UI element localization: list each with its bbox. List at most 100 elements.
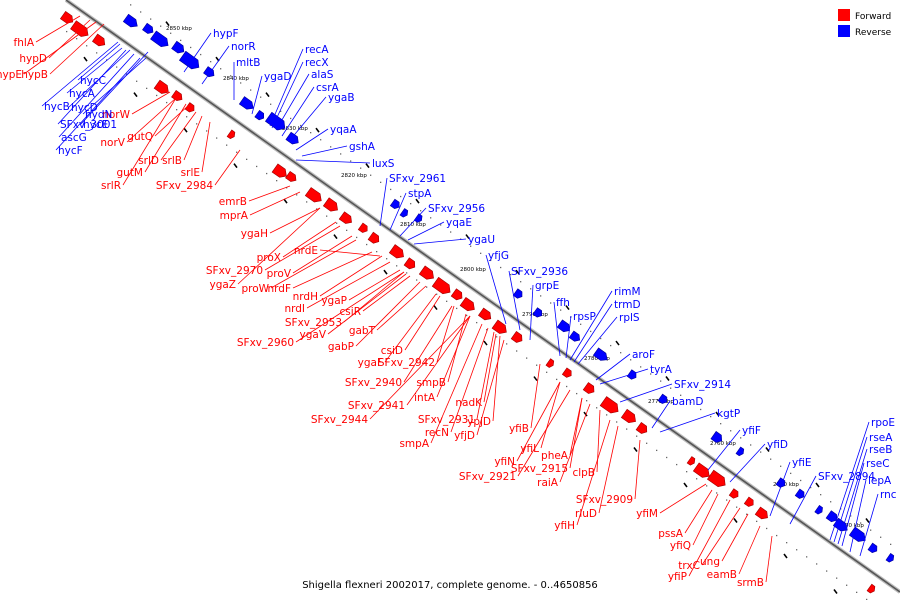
legend-reverse-label: Reverse	[855, 28, 892, 38]
tick-mark	[433, 305, 438, 311]
forward-leader	[23, 21, 97, 75]
scale-dot	[380, 181, 382, 183]
scale-dot	[700, 408, 702, 411]
scale-dot	[260, 96, 262, 98]
reverse-leader	[66, 47, 123, 94]
scale-dot	[306, 201, 308, 203]
scale-dot	[136, 80, 138, 82]
reverse-gene-label: recX	[305, 57, 329, 69]
forward-leader	[319, 255, 383, 297]
reverse-leader	[659, 412, 716, 433]
scale-dot	[320, 139, 322, 141]
forward-gene	[70, 20, 89, 37]
forward-leader	[183, 115, 203, 161]
reverse-gene-label: ascG	[61, 132, 87, 144]
forward-gene-label: gabT	[349, 325, 376, 337]
tick-label: 2740 kbp	[838, 523, 864, 529]
reverse-leader	[269, 48, 304, 127]
scale-dot	[560, 309, 562, 311]
tick-label: 2780 kbp	[584, 356, 610, 362]
forward-gene	[338, 211, 352, 224]
forward-gene-label: nadK	[455, 397, 483, 409]
forward-leader	[403, 305, 453, 383]
scale-dot	[106, 59, 108, 61]
reverse-leader	[271, 61, 304, 129]
tick-label: 2840 kbp	[223, 76, 249, 82]
legend: Forward Reverse	[838, 9, 892, 38]
reverse-gene-label: yfiF	[742, 425, 761, 437]
forward-leader	[406, 315, 471, 406]
scale-dot	[650, 373, 652, 375]
tick-mark	[515, 269, 520, 275]
forward-gene-label: smpB	[416, 377, 446, 389]
scale-dot	[670, 387, 672, 389]
forward-leader	[569, 397, 583, 469]
tick-mark	[465, 234, 470, 240]
reverse-gene-label: luxS	[372, 158, 395, 170]
forward-leader	[540, 381, 561, 449]
forward-gene-label: srlD	[138, 155, 159, 167]
reverse-leader	[789, 475, 817, 525]
forward-leader	[721, 513, 749, 562]
forward-gene-label: ygaZ	[209, 279, 236, 291]
tick-mark	[265, 92, 270, 98]
forward-leader	[492, 335, 501, 422]
reverse-leader	[573, 303, 613, 363]
scale-dot	[790, 472, 792, 475]
reverse-leader	[829, 421, 870, 541]
scale-dot	[600, 337, 602, 340]
scale-dot	[96, 52, 98, 54]
forward-gene	[403, 257, 416, 270]
reverse-leader	[729, 443, 766, 483]
forward-leader	[517, 389, 571, 477]
forward-leader	[376, 285, 427, 331]
reverse-leader	[55, 57, 141, 151]
forward-gene-label: SFxv_2942	[378, 357, 435, 369]
reverse-leader	[413, 238, 467, 245]
tick-mark	[315, 127, 320, 133]
forward-gene	[743, 496, 754, 507]
reverse-gene-label: tyrA	[650, 364, 673, 376]
reverse-gene	[532, 307, 543, 318]
tick-label: 2820 kbp	[341, 173, 367, 179]
scale-dot	[206, 130, 208, 132]
forward-leader	[355, 281, 421, 347]
forward-gene	[510, 330, 523, 343]
reverse-gene-label: stpA	[408, 188, 432, 200]
reverse-gene-label: yqaE	[446, 217, 472, 229]
forward-leader	[634, 439, 641, 500]
forward-gene-label: SFxv_2960	[237, 337, 294, 349]
reverse-gene	[142, 22, 154, 34]
reverse-gene-label: rpoE	[871, 417, 895, 429]
scale-dot	[286, 187, 288, 189]
reverse-gene-label: ygaU	[468, 234, 495, 246]
scale-dot	[576, 392, 578, 395]
forward-gene-label: yfiN	[494, 456, 515, 468]
reverse-gene-label: rplS	[619, 312, 640, 324]
reverse-gene-label: hycD	[71, 102, 98, 114]
tick-mark	[683, 482, 688, 488]
tick-mark	[333, 234, 338, 240]
tick-mark	[165, 21, 170, 27]
tick-mark	[483, 340, 488, 346]
forward-gene-label: srmB	[737, 577, 764, 589]
forward-gene	[271, 163, 287, 178]
forward-leader	[598, 425, 619, 514]
forward-gene-label: trxC	[678, 560, 700, 572]
forward-leader	[35, 15, 81, 43]
reverse-gene-label: rseA	[869, 432, 893, 444]
scale-dot	[496, 336, 498, 338]
reverse-gene	[171, 40, 185, 54]
reverse-gene-label: alaS	[311, 69, 334, 81]
reverse-gene-label: SFxv_2914	[674, 379, 731, 391]
scale-dot	[220, 68, 222, 70]
forward-gene-label: csiR	[340, 306, 361, 318]
scale-dot	[140, 11, 142, 13]
forward-leader	[237, 207, 321, 285]
reverse-gene-label: rimM	[614, 286, 641, 298]
forward-gene-label: fhlA	[14, 37, 35, 49]
scale-dot	[346, 229, 348, 231]
forward-leader	[49, 23, 105, 75]
genome-axis	[65, 0, 900, 593]
tick-mark	[865, 518, 870, 523]
